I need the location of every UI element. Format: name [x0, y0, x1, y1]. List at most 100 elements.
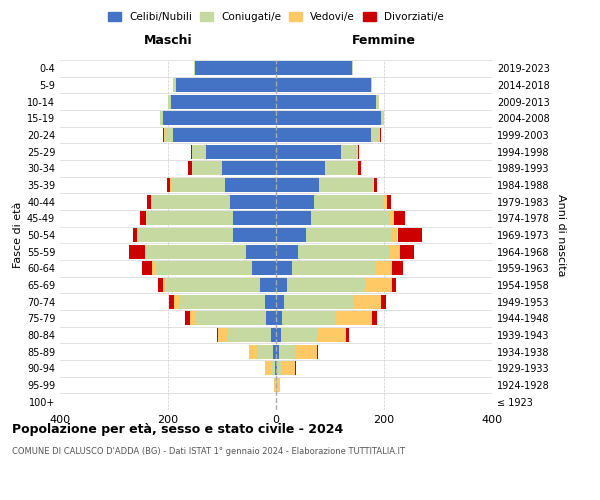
Bar	[276, 112, 382, 126]
Bar	[274, 378, 275, 392]
Bar	[276, 244, 298, 259]
Bar	[155, 261, 252, 276]
Text: COMUNE DI CALUSCO D'ADDA (BG) - Dati ISTAT 1° gennaio 2024 - Elaborazione TUTTIT: COMUNE DI CALUSCO D'ADDA (BG) - Dati IST…	[12, 448, 405, 456]
Bar	[271, 328, 276, 342]
Bar	[317, 344, 318, 359]
Bar	[230, 194, 276, 209]
Legend: Celibi/Nubili, Coniugati/e, Vedovi/e, Divorziati/e: Celibi/Nubili, Coniugati/e, Vedovi/e, Di…	[104, 8, 448, 26]
Bar	[129, 244, 145, 259]
Bar	[389, 244, 400, 259]
Bar	[276, 78, 371, 92]
Bar	[337, 311, 371, 326]
Bar	[194, 62, 195, 76]
Bar	[287, 278, 365, 292]
Bar	[274, 344, 276, 359]
Bar	[292, 261, 376, 276]
Bar	[265, 361, 271, 376]
Bar	[311, 211, 389, 226]
Bar	[265, 294, 276, 308]
Y-axis label: Fasce di età: Fasce di età	[13, 202, 23, 268]
Bar	[284, 294, 354, 308]
Bar	[217, 328, 218, 342]
Bar	[275, 378, 276, 392]
Bar	[166, 128, 173, 142]
Bar	[171, 178, 225, 192]
Bar	[152, 261, 155, 276]
Bar	[145, 244, 146, 259]
Bar	[233, 228, 276, 242]
Bar	[277, 378, 280, 392]
Bar	[191, 144, 192, 159]
Bar	[398, 228, 422, 242]
Bar	[188, 162, 193, 175]
Bar	[137, 228, 139, 242]
Bar	[266, 311, 276, 326]
Y-axis label: Anni di nascita: Anni di nascita	[556, 194, 566, 276]
Bar	[160, 112, 163, 126]
Bar	[218, 328, 227, 342]
Bar	[276, 62, 352, 76]
Bar	[276, 128, 371, 142]
Bar	[249, 344, 257, 359]
Bar	[193, 162, 222, 175]
Bar	[276, 144, 341, 159]
Bar	[358, 162, 361, 175]
Bar	[389, 211, 394, 226]
Bar	[225, 178, 276, 192]
Bar	[384, 194, 387, 209]
Bar	[152, 194, 230, 209]
Bar	[346, 328, 349, 342]
Bar	[319, 178, 373, 192]
Bar	[295, 361, 296, 376]
Bar	[257, 344, 274, 359]
Bar	[196, 311, 266, 326]
Bar	[142, 261, 152, 276]
Bar	[173, 128, 276, 142]
Bar	[325, 162, 357, 175]
Bar	[276, 344, 278, 359]
Bar	[276, 294, 284, 308]
Bar	[276, 278, 287, 292]
Bar	[179, 294, 265, 308]
Bar	[163, 278, 166, 292]
Bar	[276, 311, 283, 326]
Bar	[146, 211, 233, 226]
Bar	[169, 294, 175, 308]
Bar	[371, 311, 377, 326]
Bar	[400, 244, 414, 259]
Bar	[382, 112, 384, 126]
Bar	[317, 328, 346, 342]
Bar	[247, 244, 276, 259]
Bar	[392, 261, 403, 276]
Bar	[365, 278, 392, 292]
Bar	[295, 344, 317, 359]
Bar	[357, 144, 358, 159]
Bar	[357, 162, 358, 175]
Bar	[276, 228, 306, 242]
Bar	[374, 178, 377, 192]
Text: Femmine: Femmine	[352, 34, 416, 46]
Bar	[358, 144, 359, 159]
Bar	[276, 178, 319, 192]
Bar	[380, 128, 381, 142]
Bar	[276, 328, 281, 342]
Bar	[298, 244, 389, 259]
Bar	[164, 128, 166, 142]
Bar	[147, 194, 151, 209]
Bar	[276, 194, 314, 209]
Bar	[168, 94, 171, 109]
Bar	[206, 144, 276, 159]
Bar	[222, 162, 276, 175]
Bar	[175, 294, 179, 308]
Bar	[281, 328, 317, 342]
Bar	[354, 294, 382, 308]
Bar	[376, 261, 392, 276]
Bar	[376, 94, 379, 109]
Bar	[278, 344, 295, 359]
Bar	[276, 211, 311, 226]
Bar	[140, 211, 146, 226]
Bar	[171, 94, 276, 109]
Bar	[195, 62, 276, 76]
Bar	[276, 261, 292, 276]
Text: Popolazione per età, sesso e stato civile - 2024: Popolazione per età, sesso e stato civil…	[12, 422, 343, 436]
